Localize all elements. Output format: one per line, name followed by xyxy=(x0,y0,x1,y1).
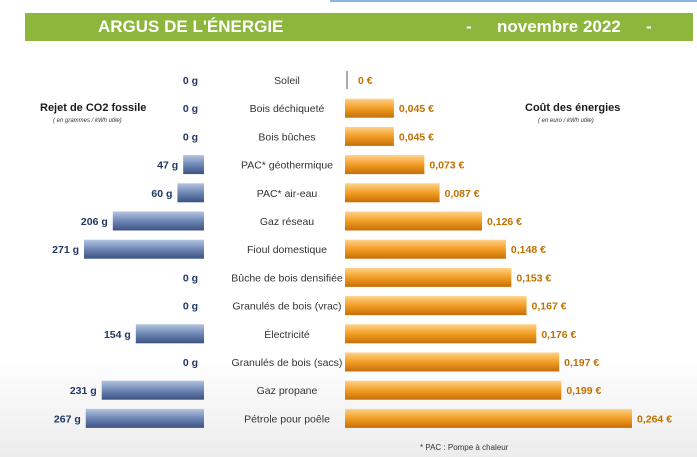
co2-bar xyxy=(135,324,204,344)
category-label: Bûche de bois densifiée xyxy=(231,272,343,284)
co2-panel-subtitle: ( en grammes / kWh utile) xyxy=(53,118,122,124)
co2-value-label: 271 g xyxy=(52,244,79,256)
footnote: * PAC : Pompe à chaleur xyxy=(420,443,509,452)
category-label: Gaz réseau xyxy=(260,216,314,228)
cost-bar xyxy=(345,380,562,400)
cost-bar xyxy=(345,155,425,175)
category-label: Granulés de bois (sacs) xyxy=(232,357,343,369)
co2-value-label: 0 g xyxy=(183,357,198,369)
cost-bar xyxy=(345,183,440,203)
category-label: Bois bûches xyxy=(258,131,315,143)
cost-value-label: 0,073 € xyxy=(429,160,464,172)
cost-bar xyxy=(345,267,512,287)
co2-value-label: 0 g xyxy=(183,272,198,284)
category-label: Fioul domestique xyxy=(247,244,327,256)
cost-value-label: 0,087 € xyxy=(445,188,480,200)
cost-value-label: 0,176 € xyxy=(541,329,576,341)
header-banner: ARGUS DE L'ÉNERGIE - novembre 2022 - xyxy=(25,13,693,41)
cost-value-label: 0,153 € xyxy=(516,272,551,284)
cost-panel-title: Coût des énergies xyxy=(525,102,621,114)
category-label: Granulés de bois (vrac) xyxy=(232,301,341,313)
co2-bar xyxy=(85,408,204,428)
cost-bar xyxy=(345,408,632,428)
co2-value-label: 231 g xyxy=(70,385,97,397)
cost-value-label: 0,264 € xyxy=(637,413,672,425)
header-separator-end: - xyxy=(646,17,652,36)
co2-value-label: 154 g xyxy=(104,329,131,341)
category-label: Gaz propane xyxy=(257,385,318,397)
cost-value-label: 0,199 € xyxy=(566,385,601,397)
category-label: Électricité xyxy=(264,328,310,341)
co2-value-label: 0 g xyxy=(183,103,198,115)
co2-bar xyxy=(101,380,204,400)
co2-bar xyxy=(84,239,204,259)
category-label: Pétrole pour poêle xyxy=(244,413,330,425)
cost-value-label: 0,197 € xyxy=(564,357,599,369)
co2-value-label: 0 g xyxy=(183,75,198,87)
header-date: novembre 2022 xyxy=(497,17,621,36)
category-label: PAC* géothermique xyxy=(241,160,333,172)
cost-value-label: 0,045 € xyxy=(399,131,434,143)
co2-value-label: 0 g xyxy=(183,131,198,143)
category-label: Bois déchiqueté xyxy=(250,103,325,115)
co2-value-label: 0 g xyxy=(183,301,198,313)
co2-value-label: 267 g xyxy=(54,413,81,425)
co2-panel-title: Rejet de CO2 fossile xyxy=(40,102,147,114)
cost-value-label: 0,126 € xyxy=(487,216,522,228)
cost-bar xyxy=(345,239,506,259)
cost-value-label: 0 € xyxy=(358,75,373,87)
cost-panel-subtitle: ( en euro / kWh utile) xyxy=(538,118,594,124)
category-label: Soleil xyxy=(274,75,300,87)
co2-value-label: 47 g xyxy=(157,160,178,172)
top-divider-line xyxy=(330,0,697,2)
page-title: ARGUS DE L'ÉNERGIE xyxy=(98,17,284,36)
cost-bar xyxy=(345,324,537,344)
cost-bar xyxy=(345,296,527,316)
co2-bar xyxy=(183,155,204,175)
co2-bar xyxy=(177,183,204,203)
cost-bar xyxy=(345,98,394,118)
cost-bar xyxy=(345,352,560,372)
category-label: PAC* air-eau xyxy=(257,188,318,200)
co2-bar xyxy=(112,211,204,231)
cost-value-label: 0,045 € xyxy=(399,103,434,115)
co2-value-label: 60 g xyxy=(151,188,172,200)
co2-value-label: 206 g xyxy=(81,216,108,228)
cost-value-label: 0,148 € xyxy=(511,244,546,256)
cost-value-label: 0,167 € xyxy=(532,301,567,313)
header-separator: - xyxy=(466,17,472,36)
cost-bar xyxy=(345,126,394,146)
cost-bar xyxy=(345,211,482,231)
